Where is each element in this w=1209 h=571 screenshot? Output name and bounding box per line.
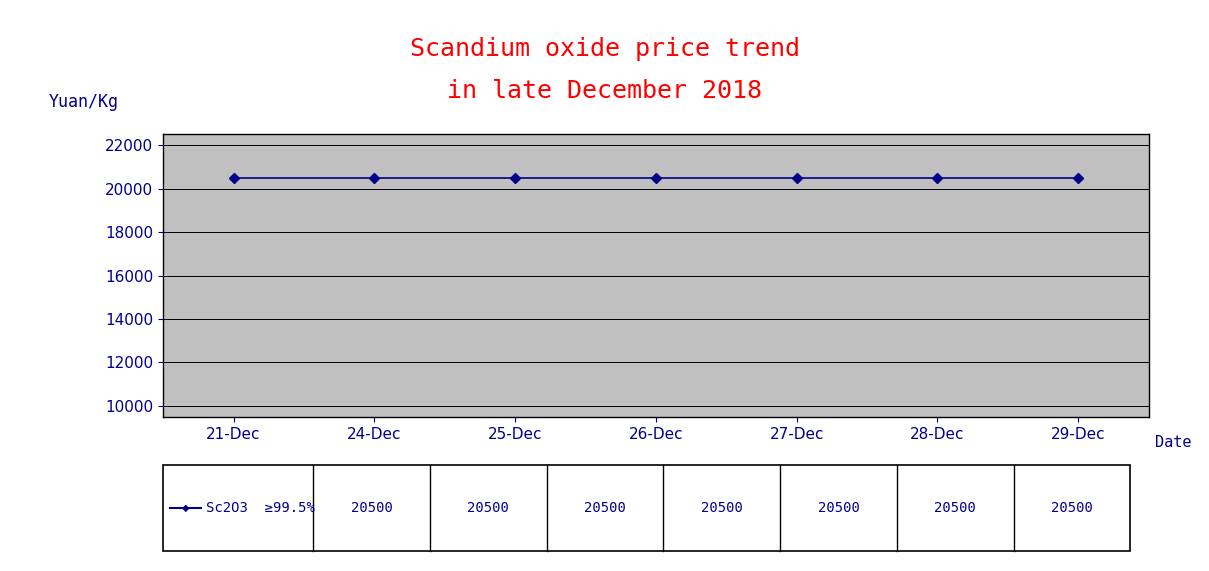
Text: Scandium oxide price trend: Scandium oxide price trend <box>410 37 799 61</box>
Text: 20500: 20500 <box>701 501 742 515</box>
Text: 20500: 20500 <box>1051 501 1093 515</box>
Text: 20500: 20500 <box>935 501 976 515</box>
Text: 20500: 20500 <box>817 501 860 515</box>
Text: 20500: 20500 <box>468 501 509 515</box>
Text: Yuan/Kg: Yuan/Kg <box>48 93 118 111</box>
Text: ◆: ◆ <box>181 503 190 513</box>
Text: 20500: 20500 <box>351 501 393 515</box>
Text: Sc2O3  ≥99.5%: Sc2O3 ≥99.5% <box>206 501 314 515</box>
Text: 20500: 20500 <box>584 501 626 515</box>
Text: Date: Date <box>1155 435 1191 450</box>
Text: in late December 2018: in late December 2018 <box>447 79 762 103</box>
